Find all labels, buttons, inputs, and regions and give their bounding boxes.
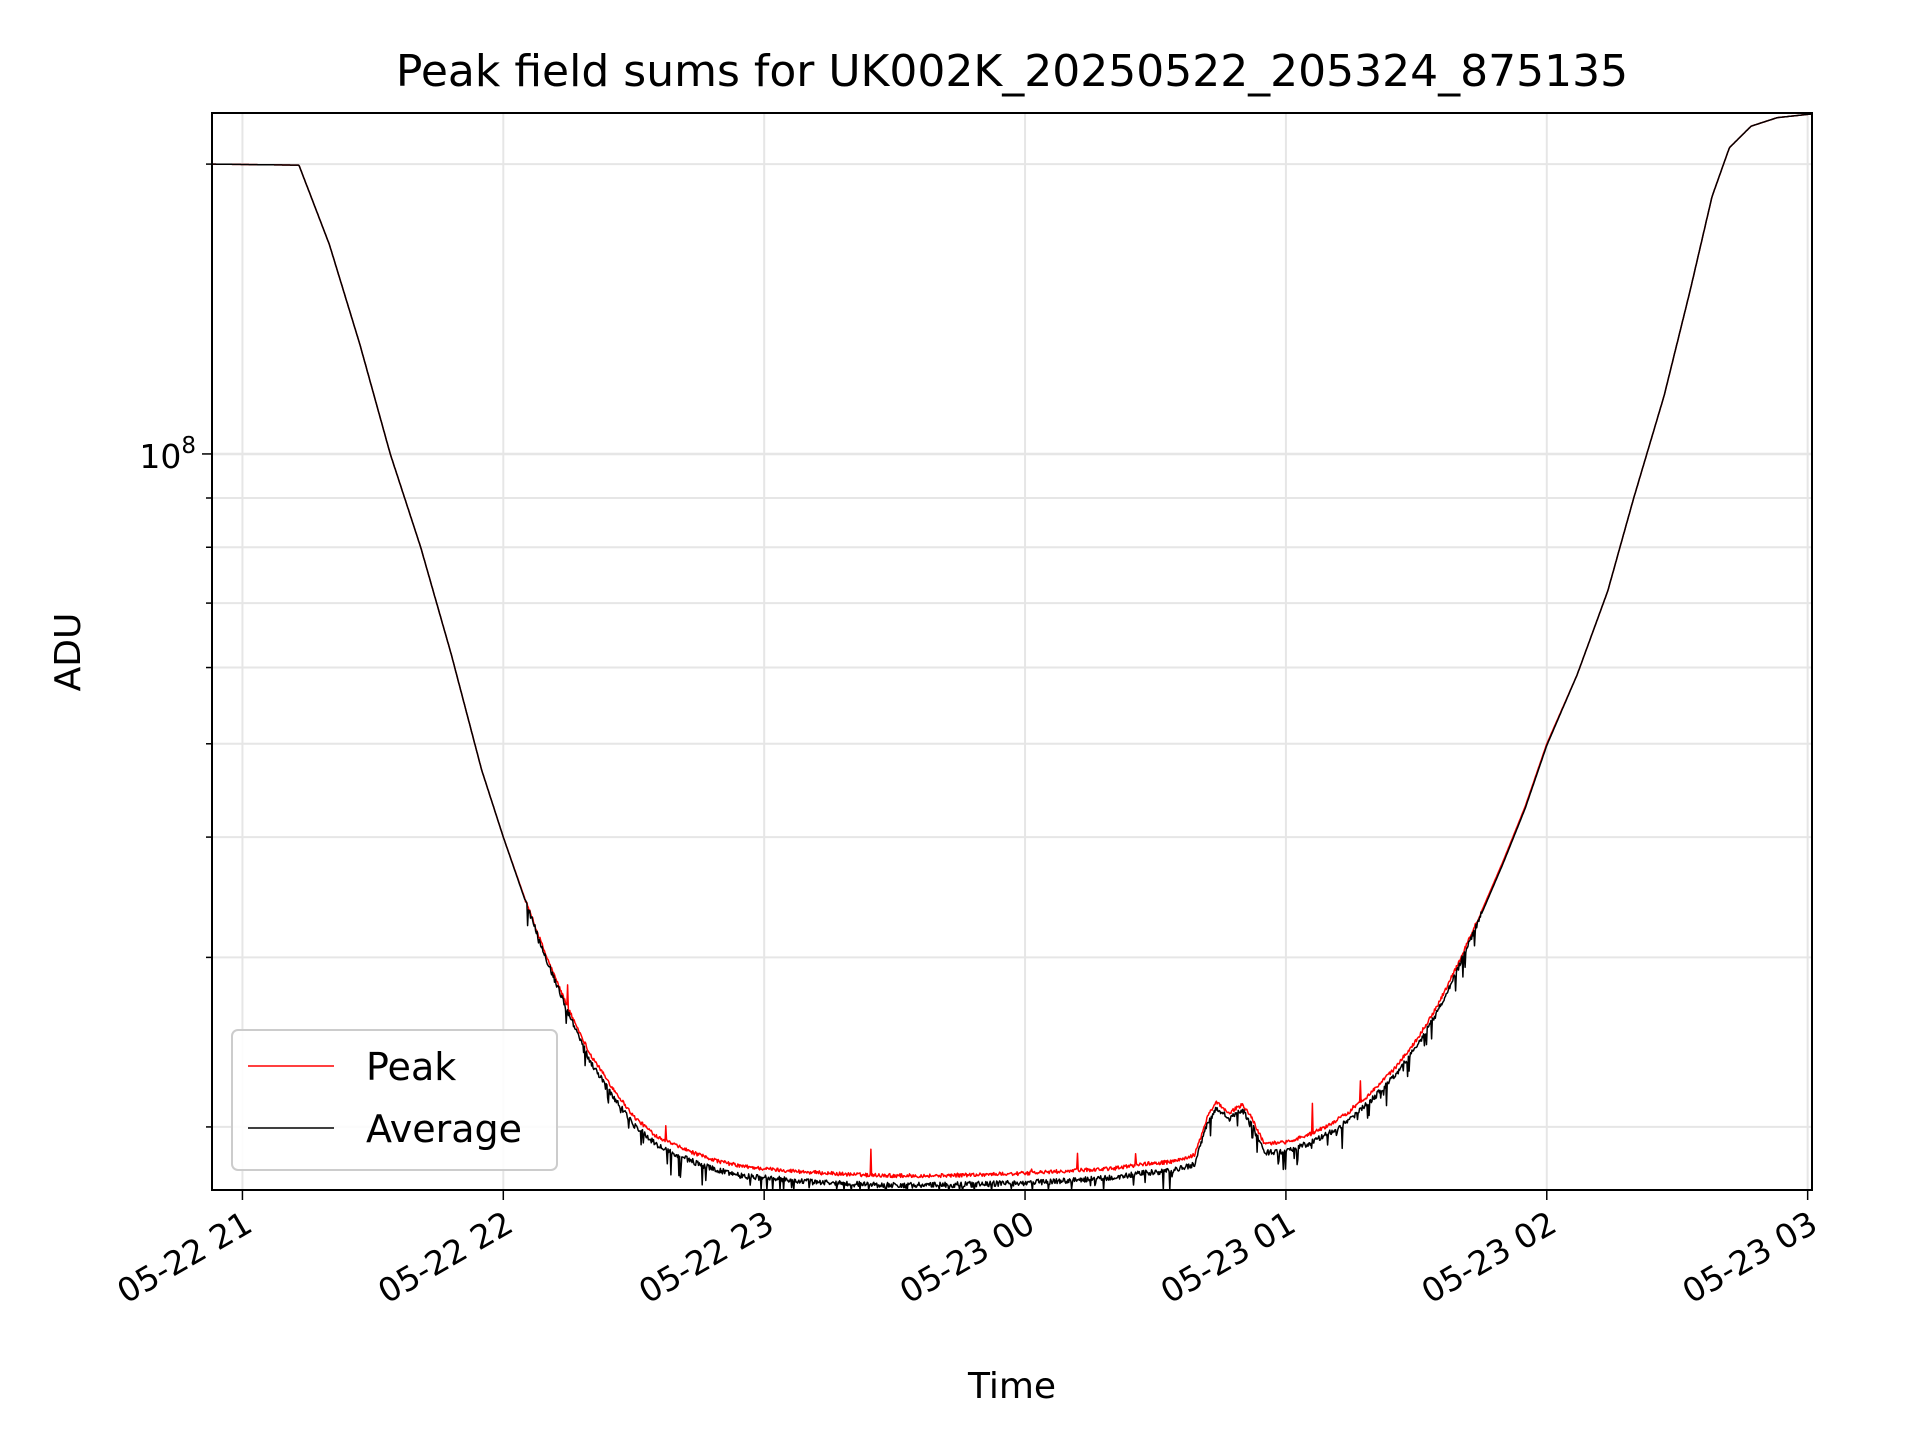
series-line-peak bbox=[211, 113, 1813, 1179]
y-axis: 108 bbox=[139, 163, 212, 1128]
legend-label-average: Average bbox=[366, 1107, 522, 1151]
x-tick-label: 05-23 01 bbox=[1154, 1203, 1302, 1311]
x-tick-label: 05-22 22 bbox=[371, 1203, 519, 1311]
legend: Peak Average bbox=[231, 1029, 558, 1171]
x-tick-label: 05-22 21 bbox=[110, 1203, 258, 1311]
x-tick-label: 05-23 02 bbox=[1415, 1203, 1563, 1311]
x-axis: 05-22 21 05-22 22 05-22 23 05-23 00 05-23 01… bbox=[110, 1190, 1824, 1311]
series-lines bbox=[211, 113, 1813, 1191]
legend-box bbox=[231, 1029, 558, 1171]
chart-title: Peak field sums for UK002K_20250522_2053… bbox=[396, 46, 1628, 97]
x-axis-label: Time bbox=[967, 1366, 1056, 1407]
x-tick-label: 05-22 23 bbox=[632, 1203, 780, 1311]
y-axis-label: ADU bbox=[48, 613, 89, 692]
legend-label-peak: Peak bbox=[366, 1045, 456, 1089]
series-line-average bbox=[211, 113, 1813, 1191]
x-tick-label: 05-23 00 bbox=[893, 1203, 1041, 1311]
plot-frame bbox=[211, 112, 1813, 1191]
x-tick-label: 05-23 03 bbox=[1676, 1203, 1824, 1311]
y-tick-label: 108 bbox=[139, 433, 196, 476]
grid-lines bbox=[212, 113, 1812, 1190]
